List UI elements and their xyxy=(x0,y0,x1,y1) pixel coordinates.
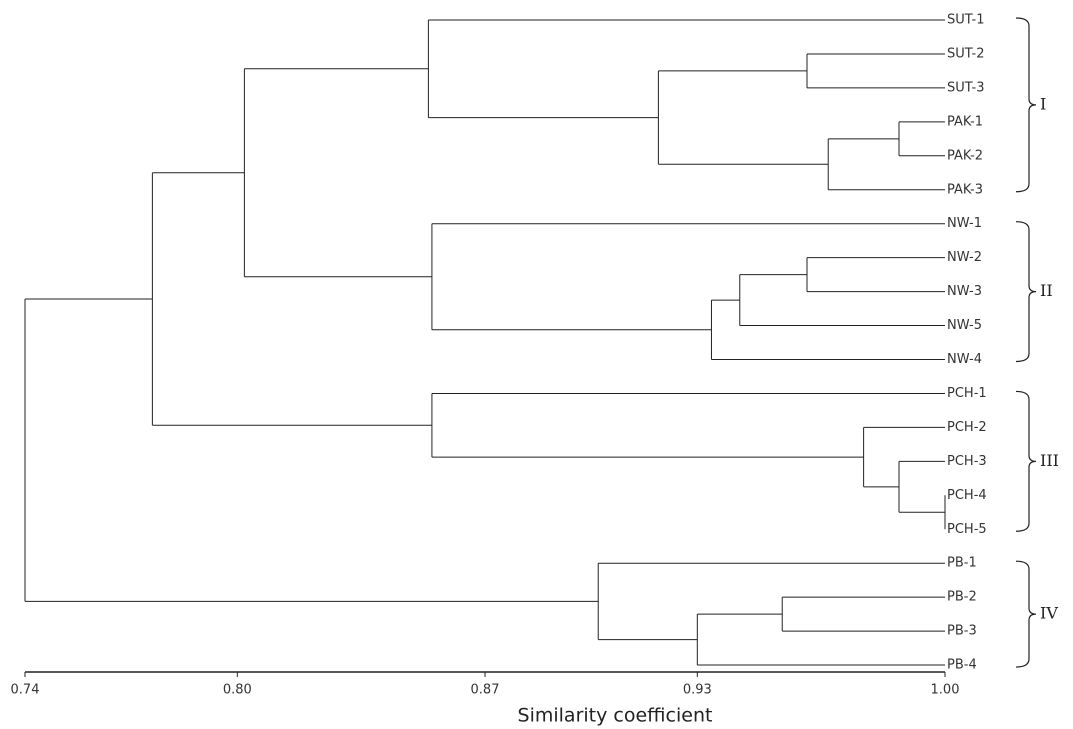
leaf-label: SUT-2 xyxy=(947,46,984,61)
group-label: I xyxy=(1040,94,1046,113)
leaf-label: PCH-4 xyxy=(947,488,987,503)
leaf-label: NW-4 xyxy=(947,352,982,367)
dendrogram-chart: Similarity coefficient 0.74 0.80 0.87 0.93 1… xyxy=(0,0,1073,729)
group-label: III xyxy=(1040,451,1059,470)
group-bracket xyxy=(1016,18,1036,192)
group-bracket xyxy=(1016,391,1036,531)
leaf-label: PB-1 xyxy=(947,556,977,571)
leaf-label: SUT-1 xyxy=(947,13,984,28)
leaf-label: SUT-3 xyxy=(947,80,984,95)
leaf-label: PAK-3 xyxy=(947,182,983,197)
x-tick-label: 0.80 xyxy=(223,683,252,698)
group-label: II xyxy=(1040,281,1053,300)
leaf-label: PB-3 xyxy=(947,624,977,639)
leaf-label: PCH-1 xyxy=(947,386,987,401)
leaf-label: PCH-2 xyxy=(947,420,987,435)
x-axis-title: Similarity coefficient xyxy=(518,705,713,727)
group-bracket xyxy=(1016,222,1036,362)
x-tick-label: 0.93 xyxy=(683,683,712,698)
leaf-label: PAK-2 xyxy=(947,148,983,163)
leaf-label: PAK-1 xyxy=(947,114,983,129)
group-label: IV xyxy=(1040,604,1058,623)
leaf-label: NW-1 xyxy=(947,216,982,231)
leaf-label: PB-2 xyxy=(947,590,977,605)
leaf-label: PB-4 xyxy=(947,658,977,673)
leaf-label: NW-2 xyxy=(947,250,982,265)
group-bracket xyxy=(1016,561,1036,667)
leaf-label: NW-5 xyxy=(947,318,982,333)
leaf-label: PCH-3 xyxy=(947,454,987,469)
leaf-label: PCH-5 xyxy=(947,522,987,537)
leaf-label: NW-3 xyxy=(947,284,982,299)
x-tick-label: 0.87 xyxy=(471,683,500,698)
x-tick-label: 1.00 xyxy=(931,683,960,698)
x-tick-label: 0.74 xyxy=(11,683,40,698)
